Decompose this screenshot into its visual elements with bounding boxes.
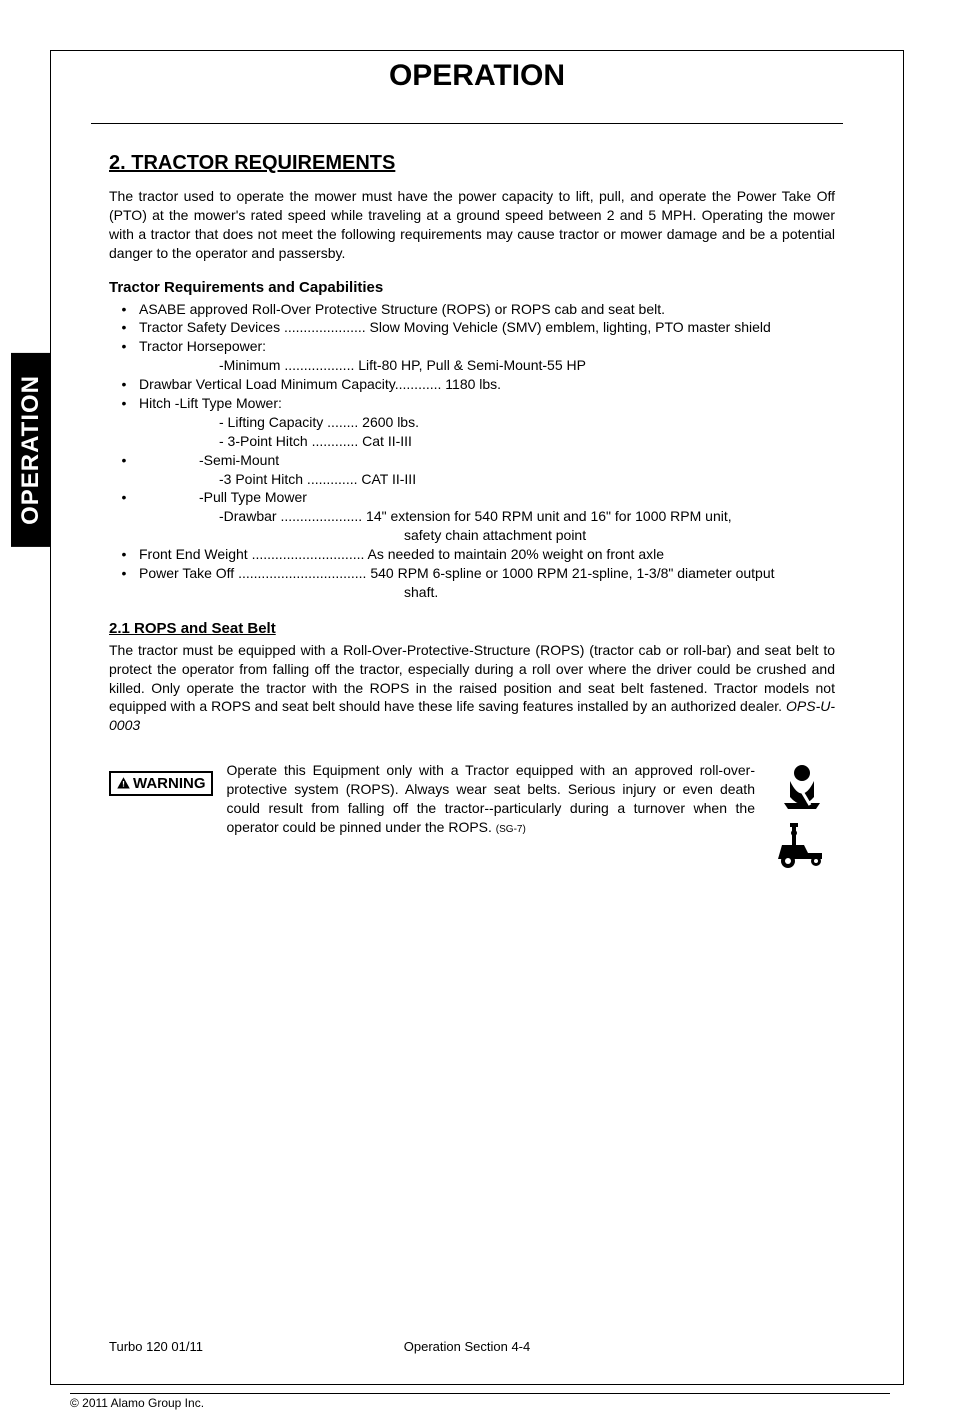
- section-heading: 2. TRACTOR REQUIREMENTS: [109, 152, 835, 175]
- warning-label-text: WARNING: [133, 775, 206, 792]
- page-title: OPERATION: [51, 59, 903, 93]
- intro-paragraph: The tractor used to operate the mower mu…: [109, 187, 835, 263]
- bullet-icon: •: [109, 545, 139, 564]
- bullet-text: ASABE approved Roll-Over Protective Stru…: [139, 300, 835, 319]
- bullet-text: Tractor Horsepower:: [139, 337, 835, 356]
- bullet-icon: •: [109, 488, 139, 507]
- safety-icons: [769, 761, 835, 869]
- bullet-icon: •: [109, 300, 139, 319]
- warning-body: Operate this Equipment only with a Tract…: [227, 762, 756, 835]
- sub-line-cont: shaft.: [109, 583, 835, 602]
- page-frame: OPERATION OPERATION 2. TRACTOR REQUIREME…: [50, 50, 904, 1385]
- bullet-icon: •: [109, 564, 139, 583]
- sub-line: - 3-Point Hitch ............ Cat II-III: [109, 432, 835, 451]
- sub21-heading: 2.1 ROPS and Seat Belt: [109, 620, 835, 637]
- sub-line: - Lifting Capacity ........ 2600 lbs.: [109, 413, 835, 432]
- bullet-text: Front End Weight .......................…: [139, 545, 835, 564]
- bullet-icon: •: [109, 375, 139, 394]
- warning-block: WARNING Operate this Equipment only with…: [109, 761, 835, 869]
- bullet-text: -Semi-Mount: [139, 451, 835, 470]
- footer-left: Turbo 120 01/11: [109, 1339, 348, 1354]
- sub-line: -Minimum .................. Lift-80 HP, …: [109, 356, 835, 375]
- bullet-text: Tractor Safety Devices .................…: [139, 318, 835, 337]
- bullet-text: Hitch -Lift Type Mower:: [139, 394, 835, 413]
- content: 2. TRACTOR REQUIREMENTS The tractor used…: [91, 123, 843, 1354]
- tractor-rops-icon: [774, 823, 830, 869]
- sub21-paragraph: The tractor must be equipped with a Roll…: [109, 641, 835, 735]
- caps-subheading: Tractor Requirements and Capabilities: [109, 279, 835, 296]
- bullet-icon: •: [109, 337, 139, 356]
- copyright: © 2011 Alamo Group Inc.: [70, 1393, 890, 1410]
- seatbelt-icon: [774, 761, 830, 817]
- warning-code: (SG-7): [496, 824, 526, 835]
- sub21-text: The tractor must be equipped with a Roll…: [109, 642, 835, 715]
- bullet-text: Drawbar Vertical Load Minimum Capacity..…: [139, 375, 835, 394]
- footer-center: Operation Section 4-4: [348, 1339, 587, 1354]
- sub-line: -Drawbar ..................... 14" exten…: [109, 507, 835, 526]
- bullet-icon: •: [109, 318, 139, 337]
- sub-line-cont: safety chain attachment point: [109, 526, 835, 545]
- footer: Turbo 120 01/11 Operation Section 4-4: [109, 1339, 835, 1354]
- warning-triangle-icon: [116, 776, 131, 791]
- page-body: OPERATION 2. TRACTOR REQUIREMENTS The tr…: [51, 93, 903, 1384]
- bullet-icon: •: [109, 394, 139, 413]
- warning-text: Operate this Equipment only with a Tract…: [227, 761, 756, 837]
- footer-right: [586, 1339, 825, 1354]
- requirements-list: •ASABE approved Roll-Over Protective Str…: [109, 300, 835, 602]
- bullet-text: Power Take Off .........................…: [139, 564, 835, 583]
- warning-label: WARNING: [109, 771, 213, 796]
- sub-line: -3 Point Hitch ............. CAT II-III: [109, 470, 835, 489]
- bullet-text: -Pull Type Mower: [139, 488, 835, 507]
- side-tab: OPERATION: [11, 353, 51, 547]
- bullet-icon: •: [109, 451, 139, 470]
